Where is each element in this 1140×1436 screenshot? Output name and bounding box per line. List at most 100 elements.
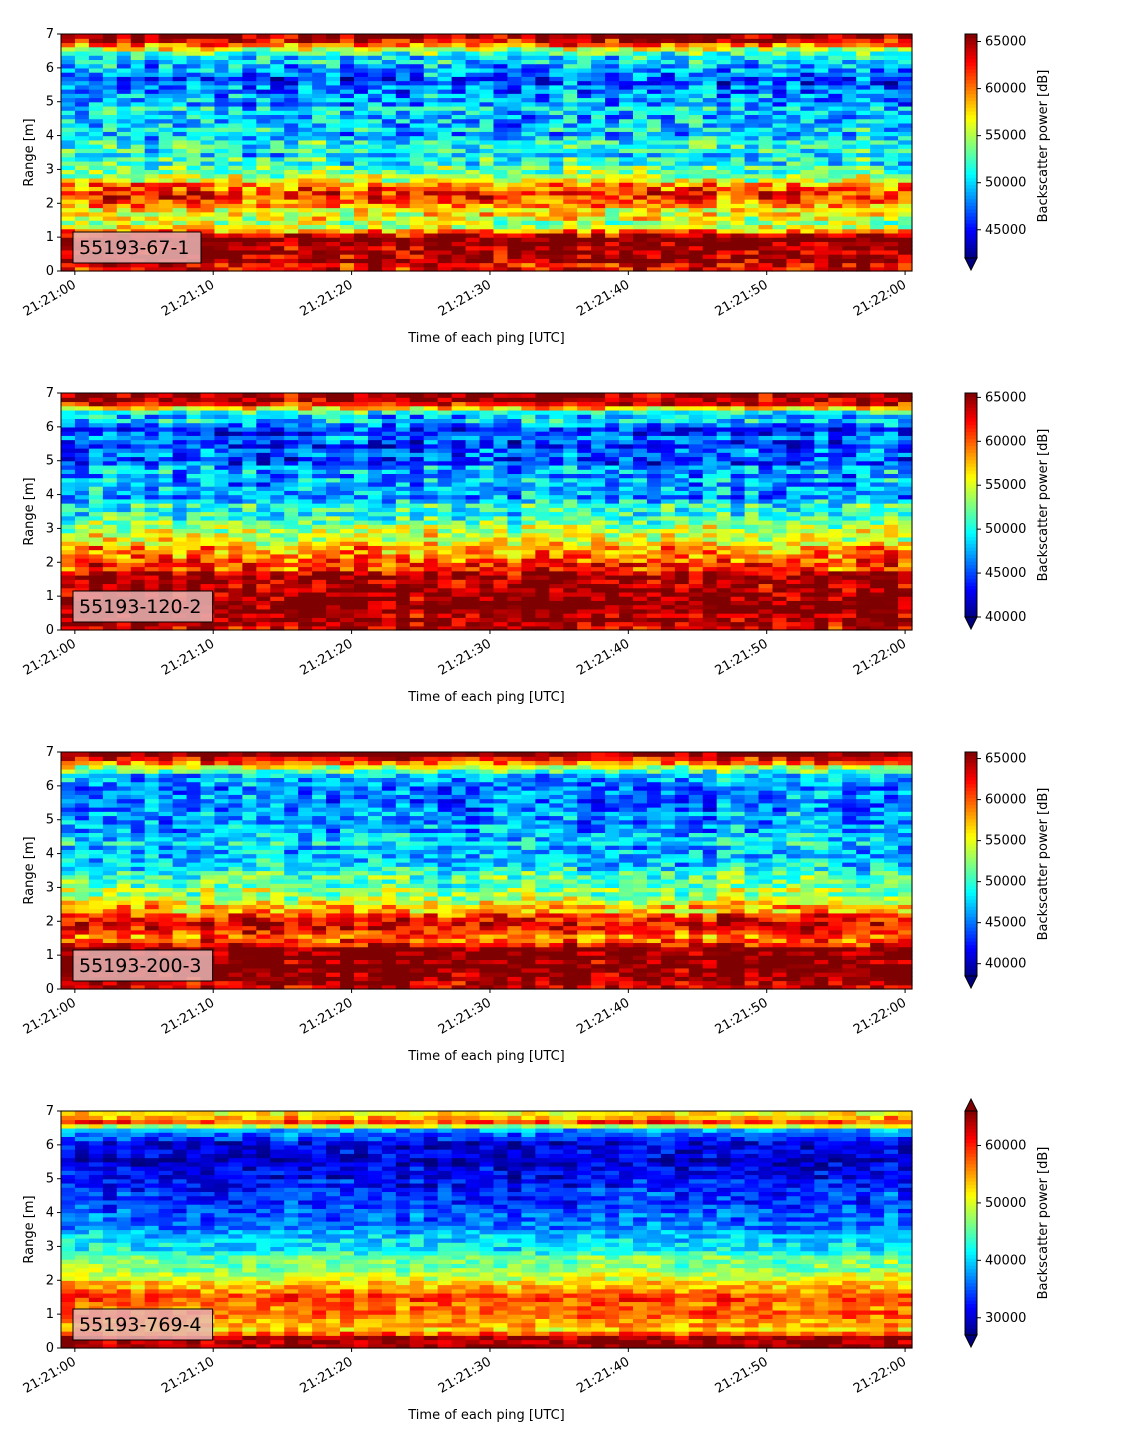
heatmap-cell — [381, 63, 397, 69]
heatmap-cell — [88, 110, 104, 116]
heatmap-cell — [116, 131, 132, 137]
heatmap-cell — [786, 38, 801, 44]
heatmap-cell — [353, 148, 369, 154]
heatmap-cell — [632, 59, 648, 65]
heatmap-cell — [605, 122, 620, 128]
heatmap-cell — [367, 55, 383, 60]
heatmap-cell — [563, 232, 578, 238]
heatmap-cell — [591, 38, 606, 44]
heatmap-cell — [898, 114, 913, 120]
heatmap-cell — [688, 127, 704, 132]
heatmap-cell — [772, 262, 788, 268]
heatmap-cell — [326, 545, 341, 551]
heatmap-cell — [884, 93, 899, 99]
heatmap-cell — [688, 215, 704, 221]
colorbar-segment — [965, 83, 977, 88]
heatmap-cell — [563, 72, 578, 77]
heatmap-cell — [632, 89, 648, 94]
heatmap-cell — [772, 562, 788, 568]
heatmap-cell — [521, 139, 536, 145]
heatmap-cell — [632, 72, 648, 77]
heatmap-cell — [144, 80, 160, 86]
heatmap-cell — [660, 536, 676, 542]
heatmap-cell — [144, 131, 160, 137]
heatmap-cell — [898, 570, 913, 576]
heatmap-cell — [535, 72, 550, 77]
heatmap-cell — [326, 613, 341, 618]
heatmap-cell — [144, 38, 160, 44]
heatmap-cell — [381, 199, 397, 204]
heatmap-cell — [256, 558, 271, 563]
heatmap-cell — [423, 215, 439, 221]
heatmap-cell — [326, 34, 341, 39]
heatmap-cell — [214, 553, 230, 559]
heatmap-cell — [772, 215, 788, 221]
heatmap-cell — [367, 570, 383, 576]
heatmap-cell — [619, 127, 634, 132]
heatmap-cell — [102, 553, 118, 559]
heatmap-cell — [144, 97, 160, 103]
heatmap-cell — [660, 617, 676, 623]
heatmap-cell — [870, 177, 885, 183]
colorbar-tick-label: 45000 — [985, 223, 1026, 238]
heatmap-cell — [326, 118, 341, 124]
heatmap-cell — [256, 144, 271, 149]
heatmap-cell — [842, 536, 857, 542]
heatmap-cell — [465, 596, 481, 601]
heatmap-cell — [549, 553, 564, 559]
heatmap-cell — [270, 186, 285, 192]
heatmap-cell — [367, 587, 383, 593]
heatmap-cell — [632, 101, 648, 107]
heatmap-cell — [298, 190, 313, 196]
heatmap-cell — [702, 541, 718, 546]
heatmap-cell — [577, 173, 592, 179]
heatmap-cell — [884, 536, 899, 542]
heatmap-cell — [646, 135, 662, 141]
heatmap-cell — [800, 570, 815, 576]
heatmap-cell — [605, 177, 620, 183]
heatmap-cell — [326, 237, 341, 242]
heatmap-cell — [563, 177, 578, 183]
heatmap-cell — [591, 613, 606, 618]
heatmap-cell — [856, 199, 871, 204]
heatmap-cell — [61, 541, 76, 546]
heatmap-cell — [409, 553, 425, 559]
heatmap-cell — [507, 127, 522, 132]
heatmap-cell — [493, 186, 509, 192]
heatmap-cell — [367, 160, 383, 166]
heatmap-cell — [340, 207, 355, 213]
heatmap-cell — [744, 596, 760, 601]
heatmap-cell — [381, 237, 397, 242]
heatmap-cell — [632, 553, 648, 559]
heatmap-cell — [312, 241, 327, 247]
heatmap-cell — [200, 63, 216, 69]
heatmap-cell — [74, 545, 90, 551]
heatmap-cell — [660, 118, 676, 124]
heatmap-cell — [772, 177, 788, 183]
heatmap-cell — [632, 127, 648, 132]
heatmap-cell — [884, 245, 899, 251]
heatmap-cell — [632, 55, 648, 60]
heatmap-cell — [465, 249, 481, 255]
heatmap-cell — [256, 42, 271, 48]
heatmap-cell — [563, 532, 578, 538]
heatmap-cell — [465, 148, 481, 154]
heatmap-cell — [591, 135, 606, 141]
heatmap-cell — [744, 254, 760, 259]
heatmap-cell — [898, 144, 913, 149]
heatmap-cell — [437, 131, 453, 137]
heatmap-cell — [395, 194, 411, 200]
heatmap-cell — [451, 105, 467, 111]
heatmap-cell — [856, 220, 871, 226]
heatmap-cell — [646, 139, 662, 145]
heatmap-cell — [688, 613, 704, 618]
heatmap-cell — [814, 89, 829, 94]
heatmap-cell — [144, 203, 160, 209]
heatmap-cell — [632, 50, 648, 56]
heatmap-cell — [842, 67, 857, 73]
heatmap-cell — [130, 220, 146, 226]
heatmap-cell — [228, 144, 243, 149]
heatmap-cell — [144, 532, 160, 538]
heatmap-cell — [102, 570, 118, 576]
heatmap-cell — [591, 258, 606, 264]
